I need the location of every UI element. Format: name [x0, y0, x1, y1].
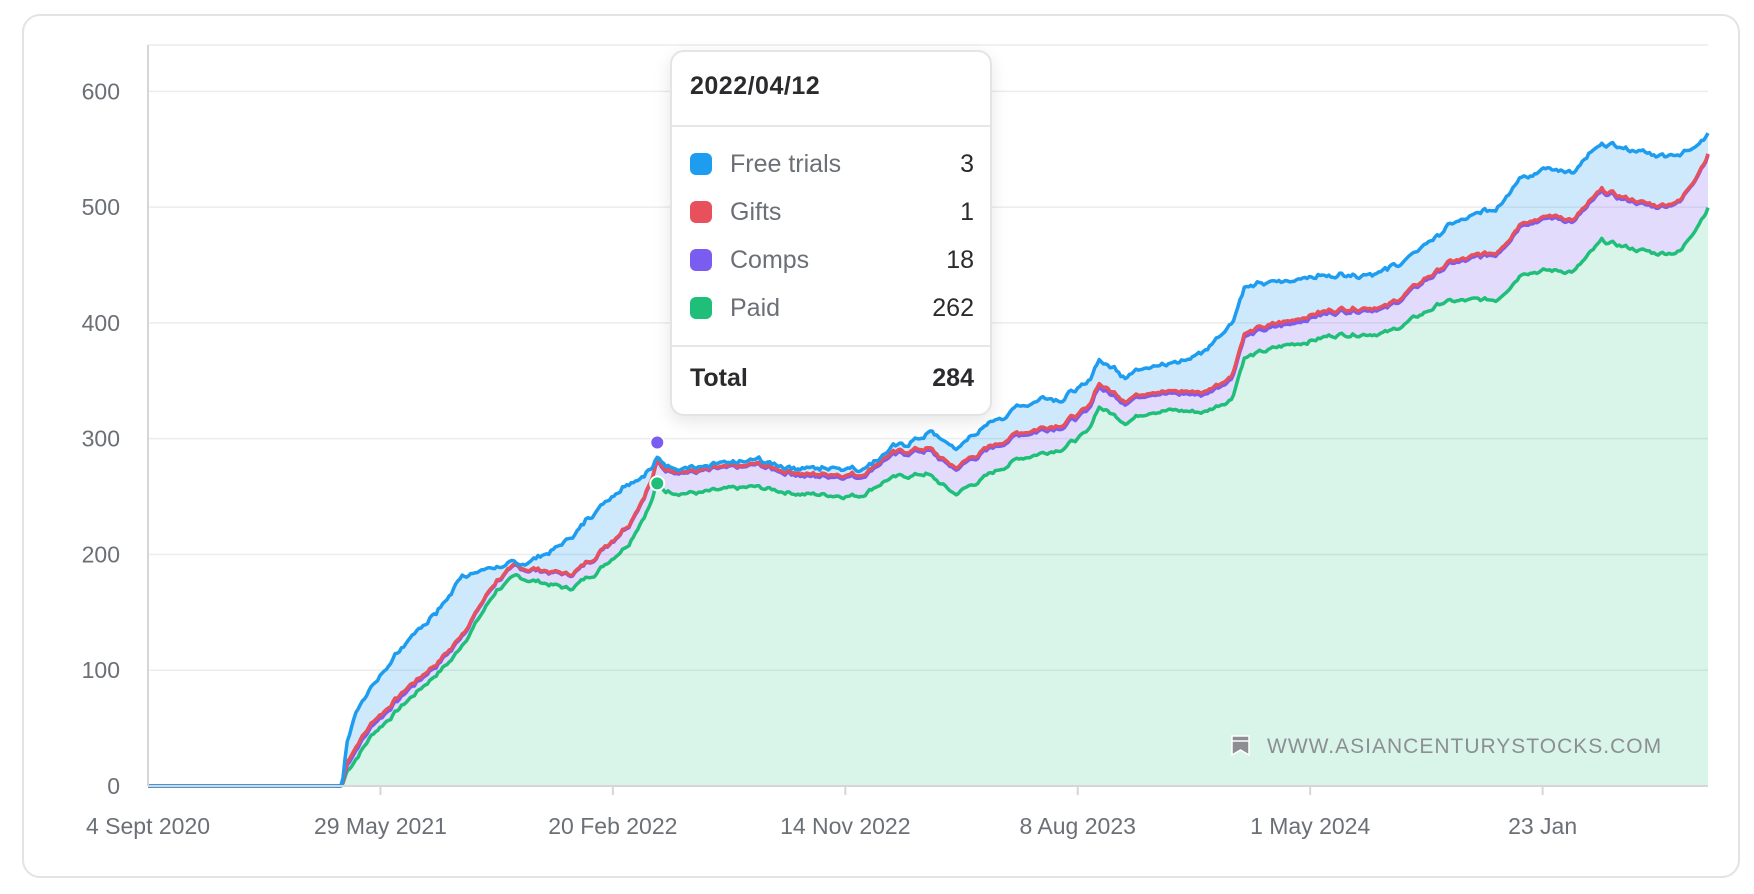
paid-swatch [690, 297, 712, 319]
tooltip-row-gifts: Gifts 1 [690, 197, 974, 227]
tooltip-divider [672, 125, 990, 127]
tooltip-row-free-trials: Free trials 3 [690, 149, 974, 179]
comps-swatch [690, 249, 712, 271]
tooltip-row-value: 3 [960, 149, 974, 178]
tooltip-row-label: Paid [730, 293, 781, 322]
x-tick-label: 23 Jan [1508, 813, 1577, 839]
gifts-swatch [690, 201, 712, 223]
series-lines [148, 132, 1710, 788]
tooltip-row-paid: Paid 262 [690, 293, 974, 323]
tooltip-divider [672, 345, 990, 347]
tooltip-total-label: Total [690, 364, 748, 392]
hover-markers [649, 434, 666, 492]
tooltip-total-row: Total 284 [690, 364, 974, 393]
y-tick-label: 500 [82, 194, 120, 220]
line-free-trials [148, 132, 1710, 788]
tooltip-row-label: Gifts [730, 197, 782, 226]
tooltip-row-comps: Comps 18 [690, 245, 974, 275]
x-tick-label: 29 May 2021 [314, 813, 447, 839]
hover-marker-paid [649, 475, 666, 492]
tooltip-row-label: Comps [730, 245, 810, 274]
free-trials-swatch [690, 153, 712, 175]
y-axis-ticks: 0 100 200 300 400 500 600 [82, 78, 120, 799]
bookmark-icon [1231, 735, 1250, 757]
watermark: WWW.ASIANCENTURYSTOCKS.COM [1231, 735, 1662, 758]
tooltip-date: 2022/04/12 [690, 72, 821, 100]
line-gifts [148, 153, 1710, 788]
tooltip-row-label: Free trials [730, 149, 842, 178]
area-paid [148, 207, 1708, 787]
tooltip-row-value: 1 [960, 197, 974, 226]
area-comps [148, 155, 1708, 787]
x-axis-ticks: 4 Sept 2020 29 May 2021 20 Feb 2022 14 Nov … [86, 786, 1577, 839]
x-tick-label: 8 Aug 2023 [1020, 813, 1136, 839]
x-tick-label: 20 Feb 2022 [548, 813, 677, 839]
y-tick-label: 100 [82, 657, 120, 683]
y-tick-label: 600 [82, 78, 120, 104]
x-tick-label: 14 Nov 2022 [780, 813, 910, 839]
axes [147, 45, 1708, 787]
y-tick-label: 200 [82, 541, 120, 567]
tooltip-row-value: 262 [932, 293, 974, 322]
y-tick-label: 400 [82, 310, 120, 336]
tooltip: 2022/04/12 Free trials 3 Gifts 1 Comps 1… [670, 50, 992, 416]
line-paid [148, 207, 1710, 788]
hover-marker-comps [649, 434, 666, 451]
tooltip-total-value: 284 [932, 364, 974, 392]
x-tick-label: 1 May 2024 [1250, 813, 1370, 839]
watermark-text: WWW.ASIANCENTURYSTOCKS.COM [1267, 735, 1662, 758]
tooltip-row-value: 18 [946, 245, 974, 274]
area-free-trials [148, 133, 1708, 787]
y-tick-label: 0 [107, 773, 120, 799]
y-tick-label: 300 [82, 426, 120, 452]
x-tick-label: 4 Sept 2020 [86, 813, 210, 839]
